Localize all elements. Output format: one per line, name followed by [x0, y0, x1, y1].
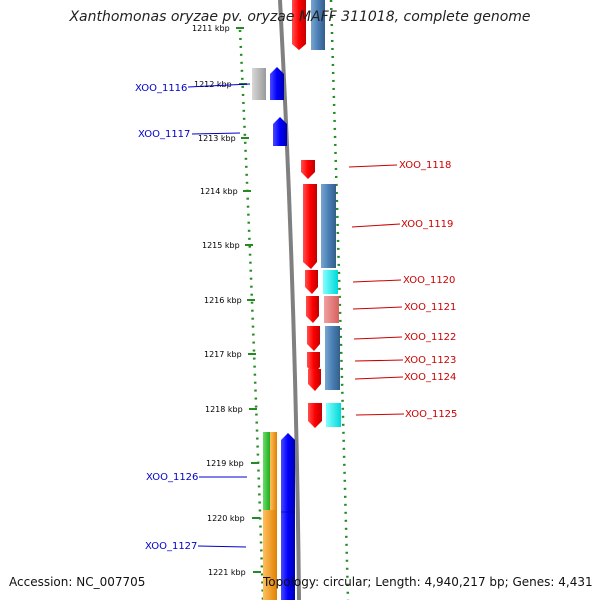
svg-text:XOO_1116: XOO_1116 — [135, 83, 187, 94]
scale-label: 1218 kbp — [205, 405, 243, 414]
gene-top-forward[interactable] — [292, 0, 306, 50]
svg-text:XOO_1122: XOO_1122 — [404, 332, 456, 343]
gene-xoo1118[interactable] — [301, 160, 315, 179]
cog-bar-xoo1126-orange — [270, 432, 277, 512]
cog-bar-xoo1127 — [263, 510, 277, 600]
scale-label: 1217 kbp — [204, 350, 242, 359]
cog-bar-xoo1119 — [321, 184, 336, 268]
cog-bar-top — [311, 0, 325, 50]
cog-bar-xoo1121 — [324, 296, 339, 323]
scale-label: 1212 kbp — [194, 80, 232, 89]
label-xoo1125[interactable]: XOO_1125 — [355, 409, 457, 420]
scale-labels: 1211 kbp 1212 kbp 1213 kbp 1214 kbp 1215… — [192, 24, 246, 577]
genome-backbone — [278, 0, 301, 601]
gene-xoo1124[interactable] — [308, 369, 321, 391]
label-xoo1126[interactable]: XOO_1126 — [146, 472, 247, 483]
cog-bar-xoo1125 — [326, 403, 341, 427]
label-xoo1118[interactable]: XOO_1118 — [348, 160, 451, 171]
label-xoo1116[interactable]: XOO_1116 — [135, 83, 251, 94]
scale-label: 1213 kbp — [198, 134, 236, 143]
svg-text:XOO_1117: XOO_1117 — [138, 129, 190, 140]
accession-text: Accession: NC_007705 — [9, 575, 146, 589]
gene-xoo1116[interactable] — [270, 67, 284, 100]
cog-bar-xoo1126-green — [263, 432, 270, 512]
scale-label: 1220 kbp — [207, 514, 245, 523]
svg-text:XOO_1124: XOO_1124 — [404, 372, 456, 383]
map-title: Xanthomonas oryzae pv. oryzae MAFF 31101… — [69, 9, 531, 25]
cog-bar-xoo1122-1124 — [325, 326, 340, 390]
label-xoo1127[interactable]: XOO_1127 — [145, 541, 247, 552]
label-xoo1117[interactable]: XOO_1117 — [138, 129, 241, 140]
svg-text:XOO_1119: XOO_1119 — [401, 219, 453, 230]
gene-xoo1119[interactable] — [303, 184, 317, 269]
cog-bar-xoo1116 — [252, 68, 266, 100]
gene-xoo1126-1127[interactable] — [281, 433, 295, 600]
scale-label: 1216 kbp — [204, 296, 242, 305]
label-xoo1121[interactable]: XOO_1121 — [352, 302, 456, 313]
scale-label: 1219 kbp — [206, 459, 244, 468]
gene-xoo1117[interactable] — [273, 117, 287, 146]
label-xoo1123[interactable]: XOO_1123 — [354, 355, 456, 366]
track-border-left — [238, 29, 265, 601]
gene-xoo1120[interactable] — [305, 270, 318, 294]
scale-label: 1214 kbp — [200, 187, 238, 196]
svg-text:XOO_1123: XOO_1123 — [404, 355, 456, 366]
svg-text:XOO_1126: XOO_1126 — [146, 472, 198, 483]
scale-label: 1215 kbp — [202, 241, 240, 250]
cog-bar-xoo1120 — [323, 270, 338, 294]
gene-xoo1121[interactable] — [306, 296, 319, 323]
label-xoo1124[interactable]: XOO_1124 — [354, 372, 456, 383]
gene-xoo1125[interactable] — [308, 403, 322, 428]
scale-label: 1211 kbp — [192, 24, 230, 33]
svg-text:XOO_1121: XOO_1121 — [404, 302, 456, 313]
label-xoo1122[interactable]: XOO_1122 — [353, 332, 456, 343]
svg-text:XOO_1127: XOO_1127 — [145, 541, 197, 552]
genome-summary-text: Topology: circular; Length: 4,940,217 bp… — [263, 575, 593, 589]
label-xoo1119[interactable]: XOO_1119 — [351, 219, 453, 230]
svg-text:XOO_1118: XOO_1118 — [399, 160, 451, 171]
gene-xoo1122[interactable] — [307, 326, 320, 351]
svg-text:XOO_1120: XOO_1120 — [403, 275, 455, 286]
scale-label: 1221 kbp — [208, 568, 246, 577]
gene-xoo1123[interactable] — [307, 352, 320, 374]
svg-text:XOO_1125: XOO_1125 — [405, 409, 457, 420]
label-xoo1120[interactable]: XOO_1120 — [352, 275, 455, 286]
